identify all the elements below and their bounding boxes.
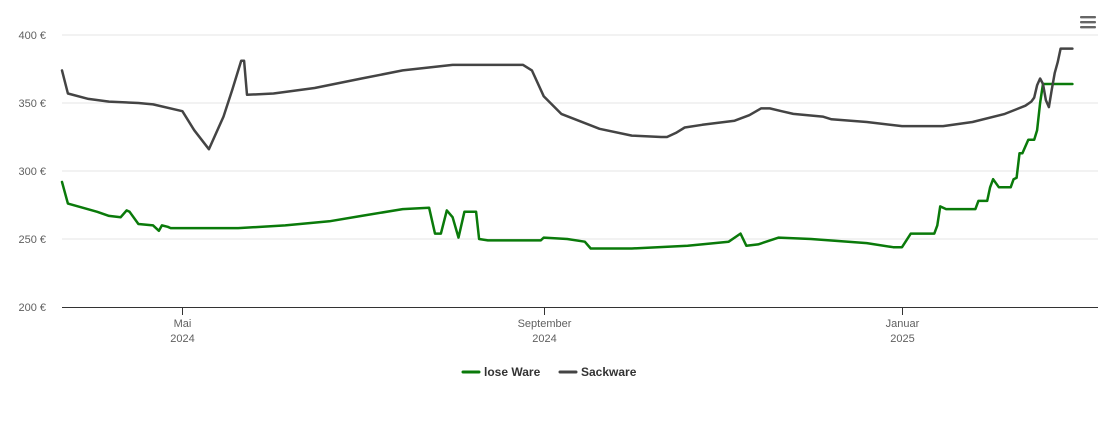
hamburger-menu-icon[interactable] [1079,14,1097,30]
legend[interactable]: lose Ware Sackware [461,365,637,379]
series-line-lose-ware[interactable] [60,82,1074,250]
x-tick-label-month: Januar [886,318,920,330]
x-axis: Mai 2024 September 2024 Januar 2025 [62,307,1098,345]
legend-item-sackware[interactable]: Sackware [558,365,637,379]
legend-item-lose-ware[interactable]: lose Ware [461,365,541,379]
y-tick-label: 200 € [18,302,46,314]
series-lines [60,47,1074,250]
series-line-sackware[interactable] [60,47,1074,151]
y-axis: 200 € 250 € 300 € 350 € 400 € [18,30,46,314]
legend-label: lose Ware [484,365,541,379]
x-tick-label-month: September [518,318,572,330]
x-tick-label-year: 2024 [532,333,556,345]
grid [62,34,1098,240]
y-tick-label: 400 € [18,30,46,42]
x-tick-label-month: Mai [174,318,192,330]
x-tick-label-year: 2024 [170,333,194,345]
legend-label: Sackware [581,365,637,379]
x-tick-label-year: 2025 [890,333,914,345]
y-tick-label: 250 € [18,234,46,246]
y-tick-label: 350 € [18,98,46,110]
y-tick-label: 300 € [18,166,46,178]
